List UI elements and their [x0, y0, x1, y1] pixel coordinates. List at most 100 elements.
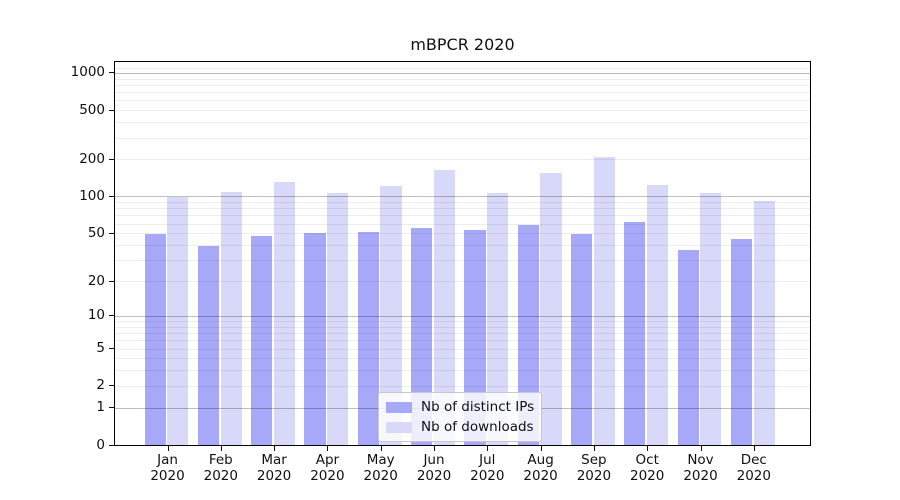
x-tick-year: 2020: [736, 468, 771, 484]
y-tick-mark: [109, 232, 114, 234]
legend-swatch-distinct-ips: [386, 401, 412, 413]
bar-ips-jun: [411, 227, 433, 445]
y-tick-mark: [109, 315, 114, 317]
x-tick-year: 2020: [203, 468, 238, 484]
legend-label-distinct-ips: Nb of distinct IPs: [421, 399, 535, 415]
x-tick-mark: [167, 445, 169, 451]
y-tick-label: 0: [96, 436, 105, 453]
legend: Nb of distinct IPs Nb of downloads: [378, 392, 542, 442]
bar-ips-nov: [677, 249, 699, 445]
y-tick-mark: [109, 158, 114, 160]
bar-ips-may: [357, 231, 379, 445]
y-tick-label: 5: [96, 340, 105, 356]
x-tick-month: Mar: [261, 452, 287, 468]
legend-swatch-downloads: [386, 421, 412, 433]
bar-downloads-dec: [753, 200, 775, 445]
y-tick-label: 10: [87, 307, 105, 324]
x-tick-month: Oct: [635, 452, 659, 468]
x-tick-label: Dec 2020: [727, 452, 781, 484]
x-tick-mark: [593, 445, 595, 451]
x-tick-label: Feb 2020: [194, 452, 248, 484]
y-tick-mark: [109, 280, 114, 282]
bar-downloads-may: [380, 185, 402, 445]
x-tick-year: 2020: [683, 468, 718, 484]
legend-item-downloads: Nb of downloads: [379, 417, 541, 437]
y-tick-mark: [109, 195, 114, 197]
x-tick-label: Sep 2020: [567, 452, 621, 484]
x-tick-year: 2020: [150, 468, 185, 484]
x-tick-year: 2020: [523, 468, 558, 484]
x-tick-month: Jan: [157, 452, 178, 468]
bars-layer: [115, 62, 810, 445]
bar-ips-jan: [144, 233, 166, 445]
y-tick-label: 500: [79, 101, 105, 118]
x-tick-year: 2020: [576, 468, 612, 484]
x-tick-label: Jun 2020: [407, 452, 461, 484]
bar-ips-jul: [464, 229, 486, 445]
x-tick-month: Sep: [581, 452, 607, 468]
bar-ips-dec: [730, 239, 753, 445]
x-tick-month: Apr: [315, 452, 340, 468]
bar-ips-apr: [304, 232, 326, 445]
x-tick-label: Nov 2020: [674, 452, 728, 484]
x-tick-mark: [274, 445, 276, 451]
y-tick-label: 20: [87, 272, 105, 289]
legend-item-distinct-ips: Nb of distinct IPs: [379, 397, 541, 417]
x-tick-label: May 2020: [354, 452, 408, 484]
x-tick-year: 2020: [363, 468, 398, 484]
x-tick-label: Jan 2020: [141, 452, 195, 484]
y-tick-mark: [109, 109, 114, 111]
x-tick-month: Jul: [479, 452, 496, 468]
bar-ips-mar: [251, 235, 273, 445]
plot-area: [114, 60, 811, 446]
x-tick-mark: [434, 445, 435, 451]
bar-downloads-sep: [593, 157, 615, 445]
chart-title: mBPCR 2020: [410, 35, 515, 54]
y-tick-mark: [109, 407, 114, 409]
x-tick-year: 2020: [310, 468, 345, 484]
bar-downloads-apr: [327, 192, 349, 445]
x-tick-mark: [220, 445, 222, 451]
x-tick-mark: [327, 445, 329, 451]
x-tick-month: Aug: [527, 452, 554, 468]
x-tick-year: 2020: [416, 468, 452, 484]
bar-downloads-feb: [220, 191, 242, 445]
y-tick-mark: [109, 385, 114, 387]
x-tick-label: Aug 2020: [514, 452, 568, 484]
x-tick-label: Jul 2020: [460, 452, 514, 484]
x-tick-mark: [647, 445, 649, 451]
x-tick-mark: [380, 445, 382, 451]
x-tick-month: Nov: [687, 452, 714, 468]
y-tick-mark: [109, 72, 114, 74]
legend-label-downloads: Nb of downloads: [421, 419, 534, 435]
bar-downloads-mar: [273, 182, 296, 445]
x-tick-mark: [700, 445, 702, 451]
y-tick-label: 50: [87, 224, 105, 241]
x-tick-label: Apr 2020: [300, 452, 354, 484]
y-tick-label: 2: [96, 377, 105, 394]
bar-downloads-oct: [646, 184, 669, 445]
x-tick-year: 2020: [470, 468, 505, 484]
bar-ips-oct: [624, 222, 646, 445]
x-tick-month: Jun: [423, 452, 445, 468]
y-tick-mark: [109, 444, 114, 446]
y-tick-label: 1000: [70, 64, 105, 81]
bar-ips-feb: [197, 245, 220, 445]
bar-downloads-jun: [433, 170, 455, 445]
x-tick-month: May: [366, 452, 395, 468]
x-tick-month: Feb: [208, 452, 233, 468]
y-tick-label: 1: [96, 399, 105, 416]
y-tick-mark: [109, 348, 114, 349]
x-tick-year: 2020: [630, 468, 665, 484]
bar-downloads-nov: [700, 193, 722, 445]
x-tick-mark: [753, 445, 755, 451]
bar-ips-sep: [570, 233, 593, 445]
y-tick-label: 100: [79, 187, 105, 204]
bar-downloads-jul: [487, 192, 509, 445]
x-tick-mark: [540, 445, 542, 451]
x-tick-label: Oct 2020: [620, 452, 674, 484]
x-tick-month: Dec: [740, 452, 767, 468]
bar-ips-aug: [517, 225, 539, 445]
x-tick-year: 2020: [256, 468, 292, 484]
